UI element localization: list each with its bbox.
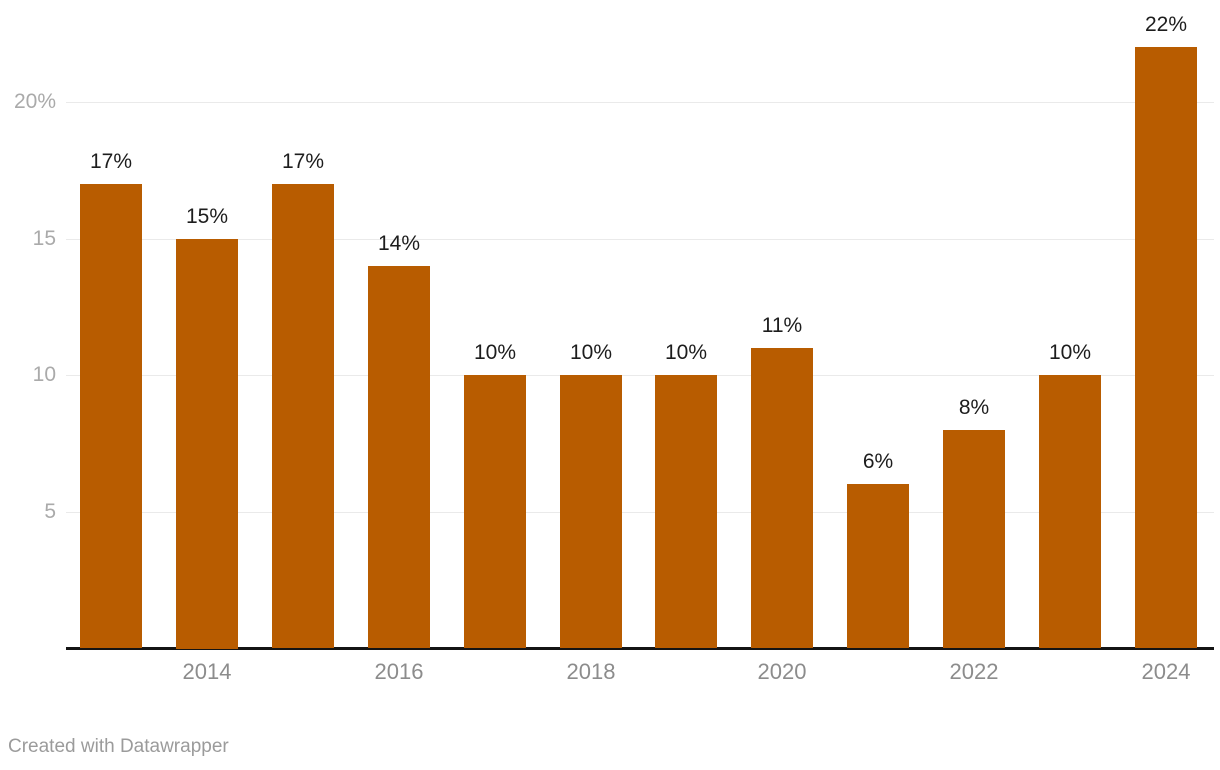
gridline-5 [66,512,1214,513]
x-tick-label-2024: 2024 [1141,659,1191,684]
y-tick-label-10: 10 [32,363,56,386]
value-label-2014: 15% [185,205,229,228]
gridline-20 [66,102,1214,103]
x-tick-label-2022: 2022 [949,659,999,684]
value-label-2018: 10% [569,341,613,364]
y-tick-label-15: 15 [32,227,56,250]
bar-2021[interactable] [847,484,909,648]
y-tick-label-20: 20% [13,90,56,113]
datawrapper-attribution[interactable]: Created with Datawrapper [8,736,229,757]
bar-2018[interactable] [560,375,622,648]
x-tick-label-2020: 2020 [757,659,807,684]
bar-2017[interactable] [464,375,526,648]
x-tick-label-2018: 2018 [566,659,616,684]
bar-2019[interactable] [655,375,717,648]
value-label-2013: 17% [89,150,133,173]
value-label-2022: 8% [958,396,990,419]
value-label-2016: 14% [377,232,421,255]
bar-2013[interactable] [80,184,142,648]
value-label-2020: 11% [761,314,803,337]
x-axis-line [66,647,1214,650]
bar-2022[interactable] [943,430,1005,648]
value-label-2023: 10% [1048,341,1092,364]
x-tick-label-2014: 2014 [182,659,232,684]
value-label-2015: 17% [281,150,325,173]
value-label-2017: 10% [473,341,517,364]
bar-2023[interactable] [1039,375,1101,648]
bar-2014[interactable] [176,239,238,649]
gridline-10 [66,375,1214,376]
bar-2024[interactable] [1135,47,1197,648]
bar-2020[interactable] [751,348,813,648]
gridline-15 [66,239,1214,240]
x-tick-label-2016: 2016 [374,659,424,684]
bar-2015[interactable] [272,184,334,648]
value-label-2021: 6% [862,450,894,473]
value-label-2024: 22% [1144,13,1188,36]
value-label-2019: 10% [664,341,708,364]
bar-2016[interactable] [368,266,430,648]
y-tick-label-5: 5 [44,500,56,523]
